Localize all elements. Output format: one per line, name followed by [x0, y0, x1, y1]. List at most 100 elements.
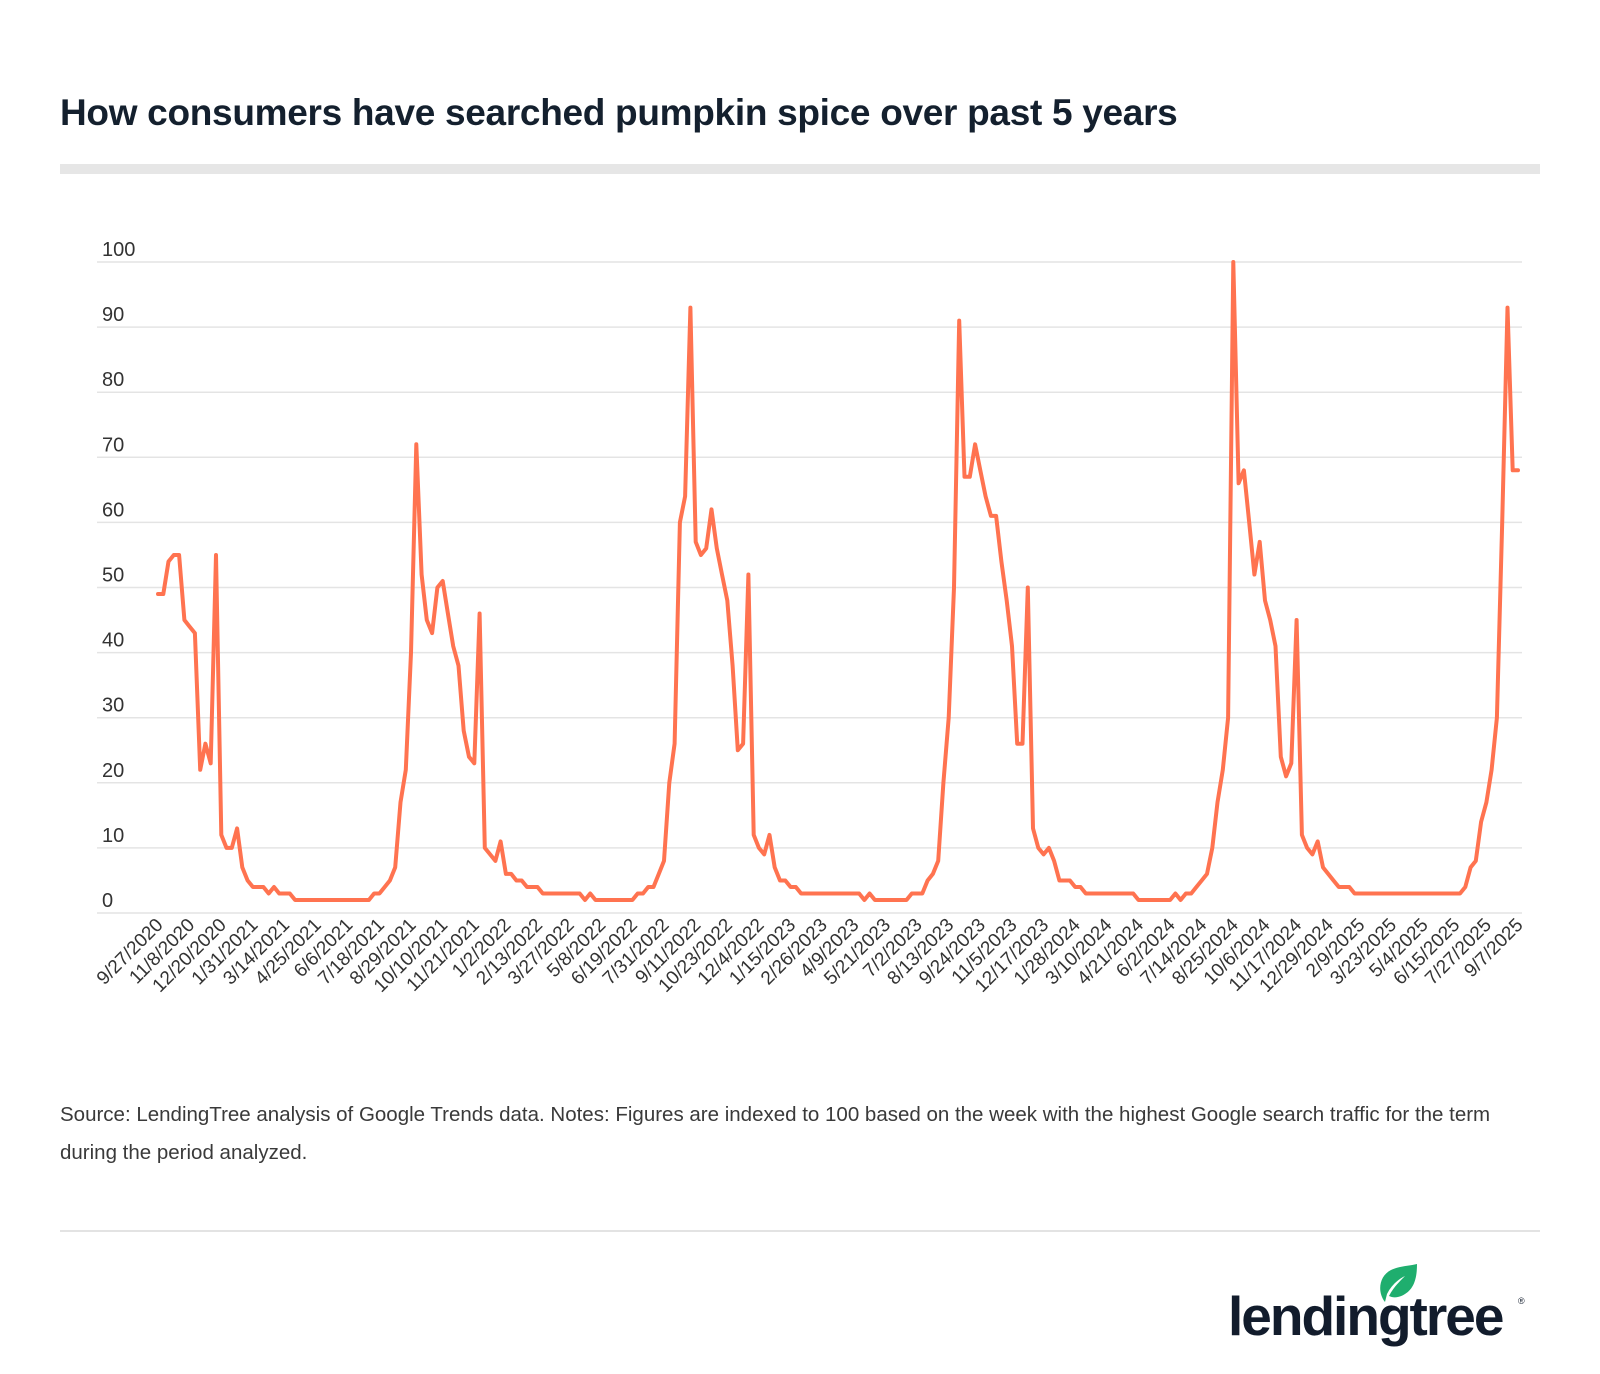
y-tick-label: 70	[102, 434, 124, 456]
data-point	[1131, 891, 1135, 895]
data-point	[831, 891, 835, 895]
registered-mark: ®	[1518, 1296, 1525, 1306]
data-point	[1295, 618, 1299, 622]
data-point	[989, 514, 993, 518]
data-point	[673, 742, 677, 746]
data-point	[947, 716, 951, 720]
data-point	[272, 885, 276, 889]
data-point	[362, 898, 366, 902]
data-point	[1300, 833, 1304, 837]
data-point	[530, 885, 534, 889]
data-point	[1158, 898, 1162, 902]
data-point	[1469, 865, 1473, 869]
data-point	[298, 898, 302, 902]
data-point	[330, 898, 334, 902]
data-point	[467, 755, 471, 759]
data-point	[1200, 878, 1204, 882]
data-point	[1411, 891, 1415, 895]
data-point	[1126, 891, 1130, 895]
data-point	[1347, 885, 1351, 889]
data-point	[388, 878, 392, 882]
data-point	[578, 891, 582, 895]
data-point	[161, 592, 165, 596]
data-point	[509, 872, 513, 876]
data-point	[478, 612, 482, 616]
data-point	[1110, 891, 1114, 895]
data-point	[293, 898, 297, 902]
data-point	[609, 898, 613, 902]
line-chart: 0 10 20 30 40 50 60 70 80 90 100 9/27/202011/8/202…	[93, 239, 1528, 997]
data-point	[551, 891, 555, 895]
data-point	[836, 891, 840, 895]
data-point	[683, 494, 687, 498]
title-divider	[60, 164, 1540, 174]
y-tick-label: 0	[102, 890, 113, 912]
data-point	[256, 885, 260, 889]
data-point	[1063, 878, 1067, 882]
data-point	[446, 612, 450, 616]
data-point	[1332, 878, 1336, 882]
data-point	[910, 891, 914, 895]
data-point	[699, 553, 703, 557]
data-point	[520, 878, 524, 882]
data-point	[420, 572, 424, 576]
data-point	[351, 898, 355, 902]
data-point	[1263, 599, 1267, 603]
data-point	[1384, 891, 1388, 895]
data-point	[1231, 260, 1235, 264]
data-point	[1084, 891, 1088, 895]
data-point	[847, 891, 851, 895]
data-point	[615, 898, 619, 902]
data-point	[1337, 885, 1341, 889]
data-point	[1100, 891, 1104, 895]
data-point	[1511, 468, 1515, 472]
data-point	[398, 800, 402, 804]
data-point	[1147, 898, 1151, 902]
data-point	[251, 885, 255, 889]
data-point	[277, 891, 281, 895]
x-axis-ticks: 9/27/202011/8/202012/20/20201/31/20213/1…	[93, 914, 1528, 996]
data-point	[1115, 891, 1119, 895]
data-point	[820, 891, 824, 895]
data-point	[920, 891, 924, 895]
data-point	[1363, 891, 1367, 895]
data-point	[1389, 891, 1393, 895]
data-point	[203, 742, 207, 746]
data-point	[1163, 898, 1167, 902]
data-point	[283, 891, 287, 895]
data-point	[377, 891, 381, 895]
data-point	[999, 559, 1003, 563]
footer-divider	[60, 1230, 1540, 1232]
data-point	[810, 891, 814, 895]
data-point	[198, 768, 202, 772]
data-point	[1432, 891, 1436, 895]
y-tick-label: 20	[102, 760, 124, 782]
data-point	[167, 559, 171, 563]
data-point	[225, 846, 229, 850]
data-point	[662, 859, 666, 863]
data-point	[926, 878, 930, 882]
lendingtree-logo: lendingtree ®	[1228, 1262, 1528, 1352]
data-point	[462, 729, 466, 733]
data-point	[936, 859, 940, 863]
data-point	[1226, 716, 1230, 720]
data-point	[193, 631, 197, 635]
data-point	[214, 553, 218, 557]
data-point	[1010, 644, 1014, 648]
data-point	[430, 631, 434, 635]
logo-wordmark: lendingtree	[1228, 1285, 1504, 1347]
data-point	[841, 891, 845, 895]
data-point	[1078, 885, 1082, 889]
data-point	[1247, 520, 1251, 524]
data-point	[604, 898, 608, 902]
data-point	[525, 885, 529, 889]
data-point	[1142, 898, 1146, 902]
data-point	[952, 586, 956, 590]
data-point	[1284, 774, 1288, 778]
data-point	[620, 898, 624, 902]
data-point	[1453, 891, 1457, 895]
data-point	[1274, 644, 1278, 648]
data-point	[1463, 885, 1467, 889]
data-point	[815, 891, 819, 895]
data-point	[794, 885, 798, 889]
